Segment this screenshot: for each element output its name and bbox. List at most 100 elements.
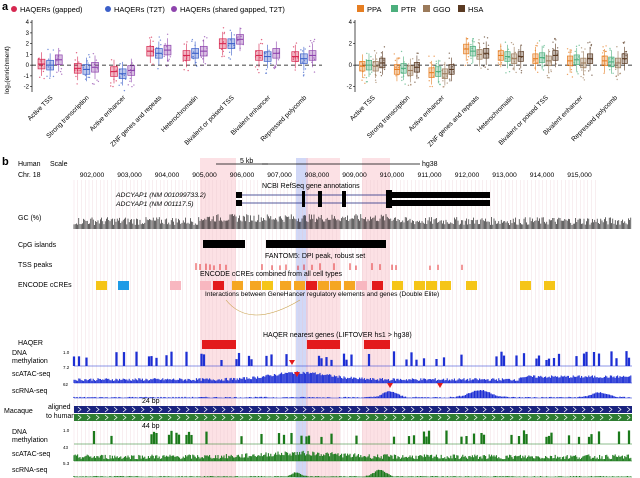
coordinate-label: 906,000 [230,172,255,179]
strand-chevron [428,406,433,413]
outlier-point [297,57,299,59]
strand-chevron [554,406,559,413]
mac-meth-label-2: methylation [12,437,48,444]
outlier-point [482,65,485,67]
strand-chevron [320,406,325,413]
ccre-element [280,281,291,290]
outlier-point [308,45,311,48]
strand-chevron [536,414,541,421]
outlier-point [274,64,276,67]
outlier-point [369,73,371,75]
strand-chevron [113,406,118,413]
ccre-element [232,281,243,290]
outlier-point [395,75,397,77]
outlier-point [570,68,573,71]
outlier-point [601,52,604,54]
ccre-element [250,281,261,290]
outlier-point [552,41,554,43]
strand-chevron [230,406,235,413]
outlier-point [477,55,479,57]
outlier-point [265,72,267,74]
outlier-point [294,69,296,71]
outlier-point [229,58,232,60]
outlier-point [118,84,120,86]
outlier-point [38,57,40,59]
strand-chevron [581,414,586,421]
strand-chevron [401,406,406,413]
strand-chevron [86,406,91,413]
strand-chevron [626,406,631,413]
outlier-point [612,72,614,74]
strand-chevron [455,414,460,421]
outlier-point [464,64,467,67]
strand-chevron [464,406,469,413]
legend-ppa: PPA [367,5,381,14]
outlier-point [439,83,441,85]
strand-chevron [221,406,226,413]
outlier-point [536,45,538,47]
outlier-point [570,71,573,73]
strand-chevron [536,406,541,413]
outlier-point [442,76,445,78]
strand-chevron [257,414,262,421]
outlier-point [259,57,261,59]
encode-ccres [96,281,555,290]
outlier-point [191,40,193,42]
outlier-point [577,73,579,75]
outlier-point [504,41,507,43]
tss-label: TSS peaks [18,262,53,269]
outlier-point [46,75,48,77]
outlier-point [220,48,223,51]
outlier-point [566,73,569,76]
ccre-element [356,281,367,290]
outlier-point [168,58,170,60]
alignment-track [74,406,632,421]
strand-chevron [311,406,316,413]
strand-chevron [572,414,577,421]
bp24-label: 24 bp [142,398,160,405]
category-label: Heterochromatin [476,94,516,134]
panel-b-label: b [2,156,9,168]
outlier-point [397,66,400,69]
outlier-point [182,60,184,62]
strand-chevron [527,406,532,413]
arrow-1 [289,360,295,365]
strand-chevron [329,406,334,413]
mac-rna-label: scRNA-seq [12,467,48,474]
outlier-point [159,39,162,41]
outlier-point [577,56,580,58]
scale-bar-label: 5 kb [240,158,253,165]
strand-chevron [572,406,577,413]
outlier-point [470,57,472,60]
outlier-point [192,51,195,53]
coordinate-label: 915,000 [567,172,592,179]
outlier-point [512,43,515,46]
strand-chevron [176,406,181,413]
outlier-point [512,68,514,70]
outlier-point [587,70,590,72]
strand-chevron [446,406,451,413]
outlier-point [518,64,520,66]
outlier-point [129,71,132,74]
ccre-element [520,281,531,290]
outlier-point [584,48,586,50]
strand-chevron [437,406,442,413]
y-tick-label: -2 [24,85,30,91]
outlier-point [473,41,475,43]
outlier-point [119,76,121,78]
strand-chevron [437,414,442,421]
category-label: Active enhancer [89,94,128,133]
gene-1-label: ADCYAP1 (NM 001099733.2) [115,192,206,199]
ccre-element [96,281,107,290]
coordinate-label: 907,000 [267,172,292,179]
outlier-point [509,63,511,66]
dna-meth-label-2: methylation [12,358,48,365]
outlier-point [575,45,578,48]
outlier-point [223,32,225,35]
outlier-point [380,75,383,77]
haqer-1 [202,340,236,349]
outlier-point [442,80,444,82]
outlier-point [616,46,618,48]
outlier-point [605,50,607,53]
outlier-point [484,53,486,56]
